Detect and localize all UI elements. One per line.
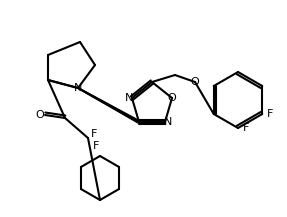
Text: N: N <box>164 117 172 127</box>
Text: N: N <box>125 93 133 103</box>
Text: N: N <box>74 83 82 93</box>
Text: O: O <box>36 110 44 120</box>
Text: F: F <box>243 123 249 133</box>
Text: O: O <box>191 77 199 87</box>
Text: O: O <box>168 93 177 103</box>
Text: F: F <box>93 141 99 151</box>
Text: F: F <box>267 109 274 119</box>
Text: F: F <box>91 129 97 139</box>
